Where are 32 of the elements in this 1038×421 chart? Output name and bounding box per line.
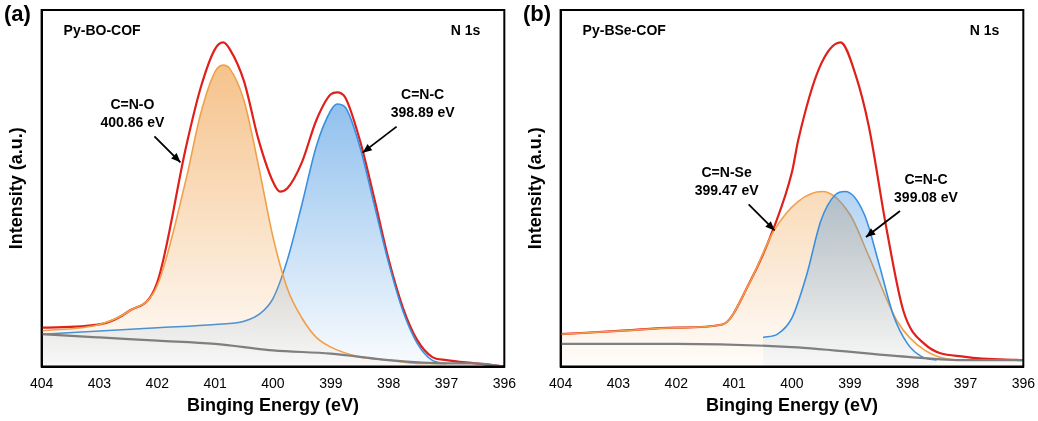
y-axis-title: Intensity (a.u.)	[524, 127, 545, 250]
chart-title: (a)	[4, 1, 31, 27]
x-tick-label: 400	[780, 374, 804, 391]
x-tick-label: 402	[145, 374, 170, 391]
text: Py-BO-COF	[63, 21, 142, 38]
annotation: C=N-C 398.89 eV	[390, 86, 456, 121]
text: N 1s	[969, 21, 1000, 38]
x-tick-label: 403	[87, 374, 112, 391]
chart-title: (b)	[523, 1, 552, 27]
x-tick-label: 398	[895, 374, 920, 391]
x-tick-label: 396	[492, 374, 517, 391]
x-tick-label: 404	[548, 374, 573, 391]
x-tick-label: 399	[319, 374, 343, 391]
text: Py-BSe-COF	[582, 21, 667, 38]
x-tick-label: 401	[203, 374, 228, 391]
x-axis-title: Binging Energy (eV)	[705, 395, 878, 416]
x-tick-label: 398	[376, 374, 401, 391]
annotation: C=N-C 399.08 eV	[894, 170, 959, 205]
y-axis-title: Intensity (a.u.)	[5, 127, 26, 250]
x-tick-label: 399	[838, 374, 862, 391]
annotation: C=N-O 400.86 eV	[100, 96, 165, 131]
x-tick-label: 401	[722, 374, 747, 391]
annotation: C=N-Se 399.47 eV	[694, 164, 760, 199]
x-tick-label: 400	[261, 374, 285, 391]
x-tick-label: 397	[953, 374, 978, 391]
x-tick-label: 404	[29, 374, 54, 391]
x-tick-label: 402	[664, 374, 689, 391]
x-axis-title: Binging Energy (eV)	[186, 395, 359, 416]
text: N 1s	[450, 21, 481, 38]
x-tick-label: 397	[434, 374, 459, 391]
x-tick-label: 403	[606, 374, 631, 391]
x-tick-label: 396	[1011, 374, 1036, 391]
